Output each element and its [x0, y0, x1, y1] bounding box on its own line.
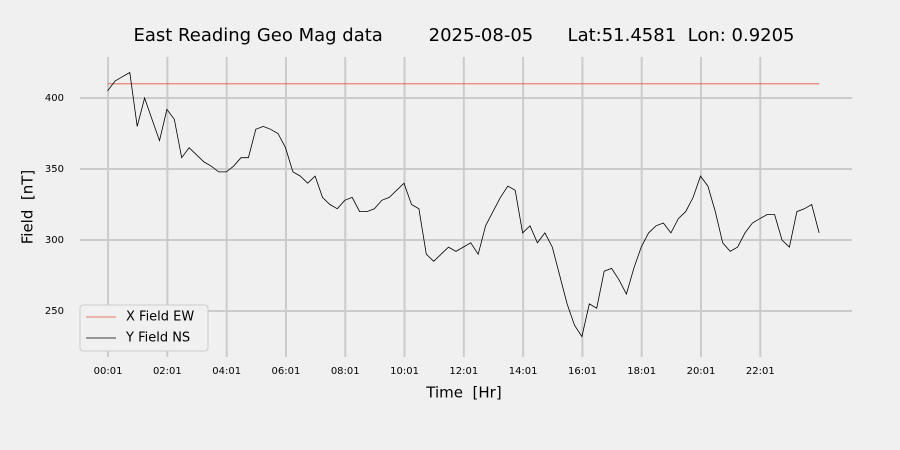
x-tick-label: 20:01 [687, 366, 716, 377]
data-line [107, 71, 820, 338]
legend-label: Y Field NS [125, 331, 190, 346]
x-tick-label: 02:01 [153, 366, 182, 377]
x-tick-label: 04:01 [212, 366, 241, 377]
legend-box [79, 304, 209, 352]
x-tick-label: 18:01 [627, 366, 656, 377]
y-axis-label: Field [nT] [19, 170, 37, 245]
y-tick-label: 300 [45, 235, 64, 246]
x-tick-label: 00:01 [94, 366, 123, 377]
x-tick-label: 08:01 [331, 366, 360, 377]
x-tick-label: 06:01 [272, 366, 301, 377]
x-tick-label: 22:01 [746, 366, 775, 377]
chart-title: East Reading Geo Mag data 2025-08-05 Lat… [133, 25, 794, 46]
x-tick-label: 12:01 [449, 366, 478, 377]
legend-label: X Field EW [126, 310, 194, 325]
x-axis-label: Time [Hr] [425, 384, 501, 402]
y-tick-label: 250 [45, 306, 64, 317]
y-tick-label: 350 [45, 164, 64, 175]
x-tick-label: 14:01 [509, 366, 538, 377]
x-tick-label: 16:01 [568, 366, 597, 377]
y-tick-label: 400 [45, 93, 64, 104]
x-tick-label: 10:01 [390, 366, 419, 377]
